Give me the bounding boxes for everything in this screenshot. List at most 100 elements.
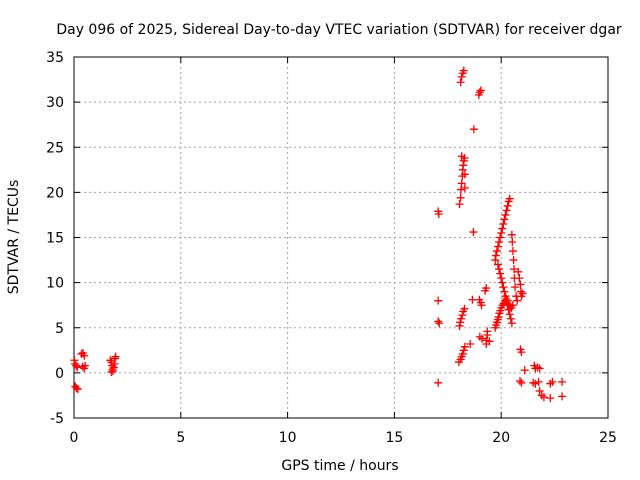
data-point	[460, 170, 469, 179]
y-tick-label: 10	[46, 276, 64, 292]
data-point	[529, 378, 538, 387]
y-tick-label: 30	[46, 95, 64, 111]
data-point	[535, 386, 544, 395]
data-point	[507, 319, 516, 328]
data-point	[106, 356, 115, 365]
data-point	[539, 393, 548, 402]
x-axis-label: GPS time / hours	[281, 458, 398, 474]
data-point	[80, 351, 89, 360]
data-point	[482, 284, 491, 293]
data-point	[516, 280, 525, 289]
data-point	[107, 367, 116, 376]
y-tick-label: -5	[50, 411, 64, 427]
data-point	[500, 287, 509, 296]
data-point	[494, 312, 503, 321]
data-point	[518, 289, 527, 298]
chart-title: Day 096 of 2025, Sidereal Day-to-day VTE…	[56, 22, 622, 38]
y-tick-label: 5	[55, 321, 64, 337]
data-point	[510, 265, 519, 274]
data-point	[517, 348, 526, 357]
data-point	[497, 228, 506, 237]
data-point	[458, 349, 467, 358]
grid-lines	[74, 57, 608, 418]
data-point	[72, 384, 81, 393]
data-point	[72, 361, 81, 370]
data-point	[506, 314, 515, 323]
data-point	[498, 278, 507, 287]
data-point	[520, 366, 529, 375]
data-point	[457, 72, 466, 81]
data-point	[468, 295, 477, 304]
data-point	[505, 310, 514, 319]
data-point	[502, 206, 511, 215]
x-tick-label: 5	[176, 430, 185, 446]
data-point	[476, 86, 485, 95]
data-point	[548, 377, 557, 386]
data-point	[460, 342, 469, 351]
data-point	[499, 283, 508, 292]
data-point	[459, 66, 468, 75]
data-point	[460, 154, 469, 163]
axis-ticks: 0 5 10 15 20 25 -5 0 5 10 15 20 25 30 35	[46, 50, 617, 446]
data-point	[508, 238, 517, 247]
data-point	[73, 363, 82, 372]
data-point	[475, 88, 484, 97]
y-tick-label: 0	[55, 366, 64, 382]
data-point	[456, 318, 465, 327]
data-point	[493, 260, 502, 269]
x-tick-label: 15	[385, 430, 403, 446]
x-tick-label: 20	[492, 430, 510, 446]
data-point	[434, 210, 443, 219]
data-point	[456, 193, 465, 202]
data-points	[70, 66, 567, 403]
y-tick-label: 25	[46, 140, 64, 156]
data-point	[515, 274, 524, 283]
y-axis-label: SDTVAR / TECUs	[6, 180, 22, 295]
data-point	[509, 256, 518, 265]
data-point	[495, 238, 504, 247]
data-point	[558, 377, 567, 386]
data-point	[460, 304, 469, 313]
y-tick-label: 15	[46, 231, 64, 247]
y-tick-label: 35	[46, 50, 64, 66]
data-point	[537, 391, 546, 400]
data-point	[434, 378, 443, 387]
data-point	[73, 385, 82, 394]
data-point	[477, 334, 486, 343]
data-point	[546, 379, 555, 388]
data-point	[456, 78, 465, 87]
data-point	[558, 392, 567, 401]
data-point	[507, 230, 516, 239]
data-point	[534, 377, 543, 386]
data-point	[546, 394, 555, 403]
data-point	[514, 267, 523, 276]
data-point	[457, 314, 466, 323]
data-point	[434, 317, 443, 326]
data-point	[469, 228, 478, 237]
data-point	[460, 183, 469, 192]
data-point	[501, 292, 510, 301]
data-point	[111, 352, 120, 361]
data-point	[495, 265, 504, 274]
data-point	[469, 125, 478, 134]
data-point	[535, 364, 544, 373]
data-point	[492, 247, 501, 256]
data-point	[491, 251, 500, 260]
data-point	[485, 337, 494, 346]
data-point	[455, 200, 464, 209]
data-point	[503, 301, 512, 310]
data-point	[517, 378, 526, 387]
data-point	[496, 269, 505, 278]
data-point	[496, 233, 505, 242]
data-point	[505, 194, 514, 203]
data-point	[458, 311, 467, 320]
x-tick-label: 25	[599, 430, 617, 446]
data-point	[475, 332, 484, 341]
data-point	[513, 296, 522, 305]
data-point	[511, 283, 520, 292]
data-point	[500, 215, 509, 224]
y-tick-label: 20	[46, 185, 64, 201]
data-point	[466, 339, 475, 348]
data-point	[459, 346, 468, 355]
data-point	[434, 296, 443, 305]
